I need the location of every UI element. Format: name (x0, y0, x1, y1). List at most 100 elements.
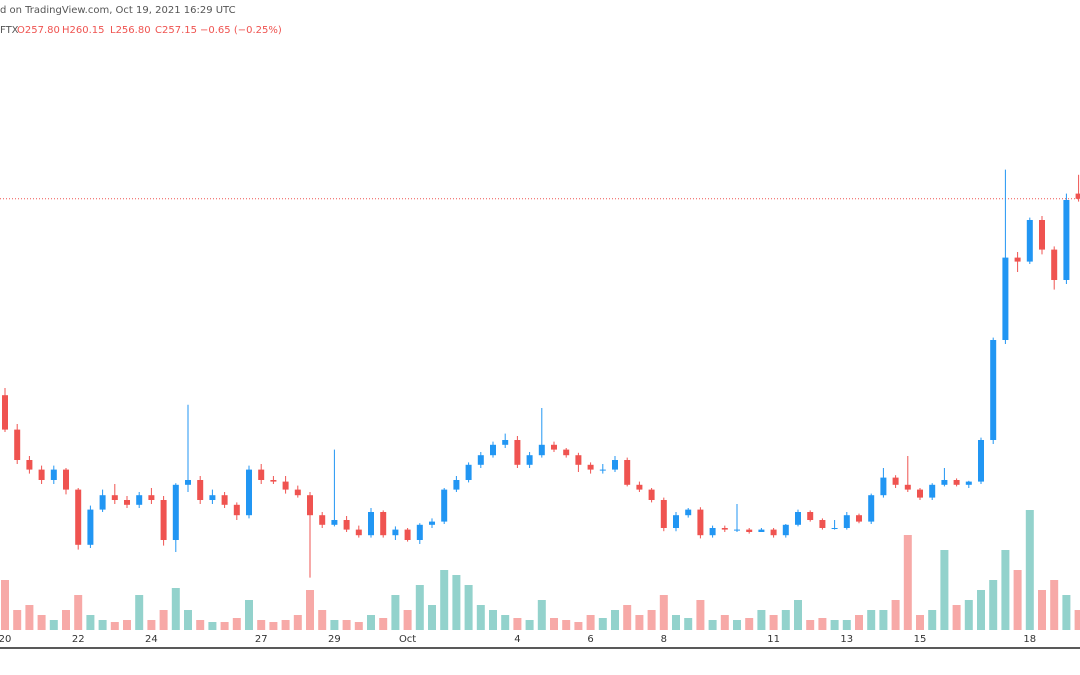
candle-body (746, 529, 753, 532)
volume-bar (794, 600, 802, 630)
x-tick-label: 27 (255, 634, 268, 645)
candle-body (868, 495, 875, 522)
volume-bar (720, 615, 729, 630)
volume-bar (159, 610, 168, 630)
volume-bar (1074, 610, 1080, 630)
candle-body (477, 455, 484, 465)
candle-body (355, 529, 362, 536)
volume-bar (257, 620, 266, 630)
volume-bar (684, 618, 693, 630)
volume-bar (415, 585, 424, 630)
candle-body (160, 500, 167, 540)
volume-bar (281, 620, 290, 630)
volume-bar (733, 620, 741, 630)
candle-body (99, 495, 106, 510)
volume-bar (196, 620, 205, 630)
candle-body (416, 524, 423, 540)
volume-bar (1013, 570, 1022, 630)
volume-bar (977, 590, 985, 630)
candle-body (38, 469, 45, 480)
volume-bar (98, 620, 107, 630)
candle-body (343, 520, 350, 530)
volume-bar (842, 620, 851, 630)
candle-body (624, 460, 631, 485)
candle-body (990, 340, 997, 440)
volume-bar (928, 610, 937, 630)
candle-body (660, 500, 667, 528)
volume-bar (745, 618, 754, 630)
candle-body (673, 515, 679, 528)
volume-bar (367, 615, 375, 630)
volume-bar (232, 618, 241, 630)
candle-body (685, 509, 692, 516)
volume-bar (464, 585, 473, 630)
candle-body (148, 495, 155, 500)
volume-bar (611, 610, 619, 630)
volume-bar (989, 580, 998, 630)
candle-body (795, 512, 801, 525)
volume-bar (1, 580, 9, 630)
high-label: H260.15 (62, 25, 105, 36)
volume-bar (342, 620, 351, 630)
volume-bar (269, 622, 278, 630)
volume-bar (123, 620, 131, 630)
candle-body (453, 480, 460, 490)
volume-bar (37, 615, 46, 630)
volume-bar (293, 615, 302, 630)
volume-bar (550, 618, 558, 630)
candle-body (233, 504, 240, 516)
candle-body (172, 484, 179, 540)
x-tick-label: 29 (328, 634, 341, 645)
volume-bar (1038, 590, 1046, 630)
volume-bar (635, 615, 644, 630)
volume-bar (171, 588, 180, 630)
candle-body (1039, 220, 1045, 250)
candle-body (709, 528, 716, 536)
volume-bar (147, 620, 156, 630)
volume-bar (623, 605, 632, 630)
candle-body (575, 455, 582, 465)
volume-bar (964, 600, 973, 630)
volume-bar (818, 618, 827, 630)
volume-bar (525, 620, 534, 630)
volume-bar (891, 600, 900, 630)
candle-body (136, 495, 143, 505)
open-label: O257.80 (17, 25, 60, 36)
candle-body (441, 489, 448, 522)
volume-bar (879, 610, 888, 630)
candle-body (221, 495, 228, 505)
x-tick-label: 4 (514, 634, 520, 645)
candle-body (599, 469, 606, 471)
candle-body (587, 464, 594, 470)
volume-bar (306, 590, 314, 630)
x-tick-label: 20 (0, 634, 11, 645)
candle-body (2, 395, 8, 430)
volume-bar (574, 622, 583, 630)
candle-body (14, 429, 21, 460)
volume-bar (489, 610, 497, 630)
volume-bar (391, 595, 400, 630)
candle-body (465, 464, 472, 480)
candle-body (50, 469, 57, 480)
candle-body (697, 509, 704, 536)
candle-body (648, 489, 655, 500)
volume-bar (1050, 580, 1059, 630)
volume-bar (672, 615, 680, 630)
x-tick-label: Oct (399, 634, 416, 645)
volume-bar (476, 605, 485, 630)
candle-body (1075, 193, 1080, 199)
candle-body (380, 512, 387, 536)
candle-body (1051, 249, 1058, 280)
x-tick-label: 22 (72, 634, 85, 645)
candle-body (636, 484, 643, 490)
candle-body (965, 481, 972, 485)
volume-bar (867, 610, 876, 630)
volume-bar (916, 615, 924, 630)
volume-bar (659, 595, 668, 630)
x-tick-label: 6 (587, 634, 593, 645)
candle-body (904, 484, 911, 490)
candle-body (782, 524, 789, 536)
candle-body (831, 528, 838, 529)
volume-bar (513, 618, 522, 630)
